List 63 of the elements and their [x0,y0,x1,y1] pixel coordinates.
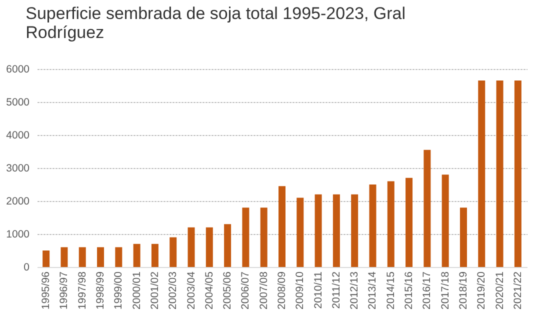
bar [97,247,104,267]
bar [514,80,522,267]
x-tick-label: 2008/09 [276,271,288,310]
bar [406,178,413,267]
bar [60,247,68,267]
bar [151,244,158,267]
x-tick-label: 2007/08 [258,271,270,310]
y-tick-label: 0 [24,262,30,274]
x-tick-label: 2013/14 [366,271,379,310]
bar [242,208,250,267]
x-tick-label: 2011/12 [330,271,342,309]
bar [115,247,122,267]
x-tick-label: 2015/16 [403,271,416,310]
bar [332,194,340,267]
y-tick-label: 6000 [6,64,30,76]
x-tick-label: 1999/00 [112,271,125,310]
x-tick-label: 2017/18 [439,271,452,310]
bar [206,227,213,267]
bar [387,181,394,267]
bar [460,208,467,267]
text: Superficie sembrada de soja total 1995-2023, Gral [26,4,406,23]
x-tick-label: 1998/99 [94,271,107,310]
y-tick-label: 3000 [6,162,30,174]
x-tick-label: 2000/01 [130,271,143,310]
text: Rodríguez [26,23,104,42]
bar [314,194,322,267]
x-tick-label: 2009/10 [294,271,306,310]
bar [424,150,431,267]
bar [78,247,86,267]
x-tick-label: 2005/06 [222,271,234,310]
bar [133,244,140,267]
bar [170,237,177,267]
y-tick-label: 2000 [6,196,30,208]
x-tick-label: 2010/11 [312,271,324,309]
bar [496,80,504,267]
x-tick-label: 2001/02 [148,271,161,310]
y-tick-label: 4000 [6,130,30,142]
bar [260,208,268,267]
x-tick-label: 2021/22 [512,271,524,310]
x-tick-label: 1997/98 [76,271,88,310]
bar [42,250,50,267]
bar [278,186,286,267]
x-tick-label: 2004/05 [203,271,216,310]
bar [296,198,304,267]
x-tick-label: 2006/07 [240,271,252,310]
bar [442,174,449,267]
x-tick-label: 2012/13 [348,271,361,310]
bar [478,80,486,267]
x-tick-label: 1995/96 [40,271,52,310]
bar [224,224,232,267]
x-tick-label: 2018/19 [457,271,470,310]
y-tick-label: 1000 [6,228,30,240]
x-tick-label: 2014/15 [384,271,397,310]
bar [351,194,358,267]
x-tick-label: 2019/20 [476,271,488,310]
x-tick-label: 2016/17 [421,271,434,310]
bar [188,227,195,267]
x-tick-label: 2002/03 [167,271,180,310]
x-tick-label: 1996/97 [58,271,70,310]
x-tick-label: 2003/04 [185,271,198,310]
x-tick-label: 2020/21 [494,271,506,310]
y-tick-label: 5000 [6,96,30,108]
bar [369,184,376,267]
